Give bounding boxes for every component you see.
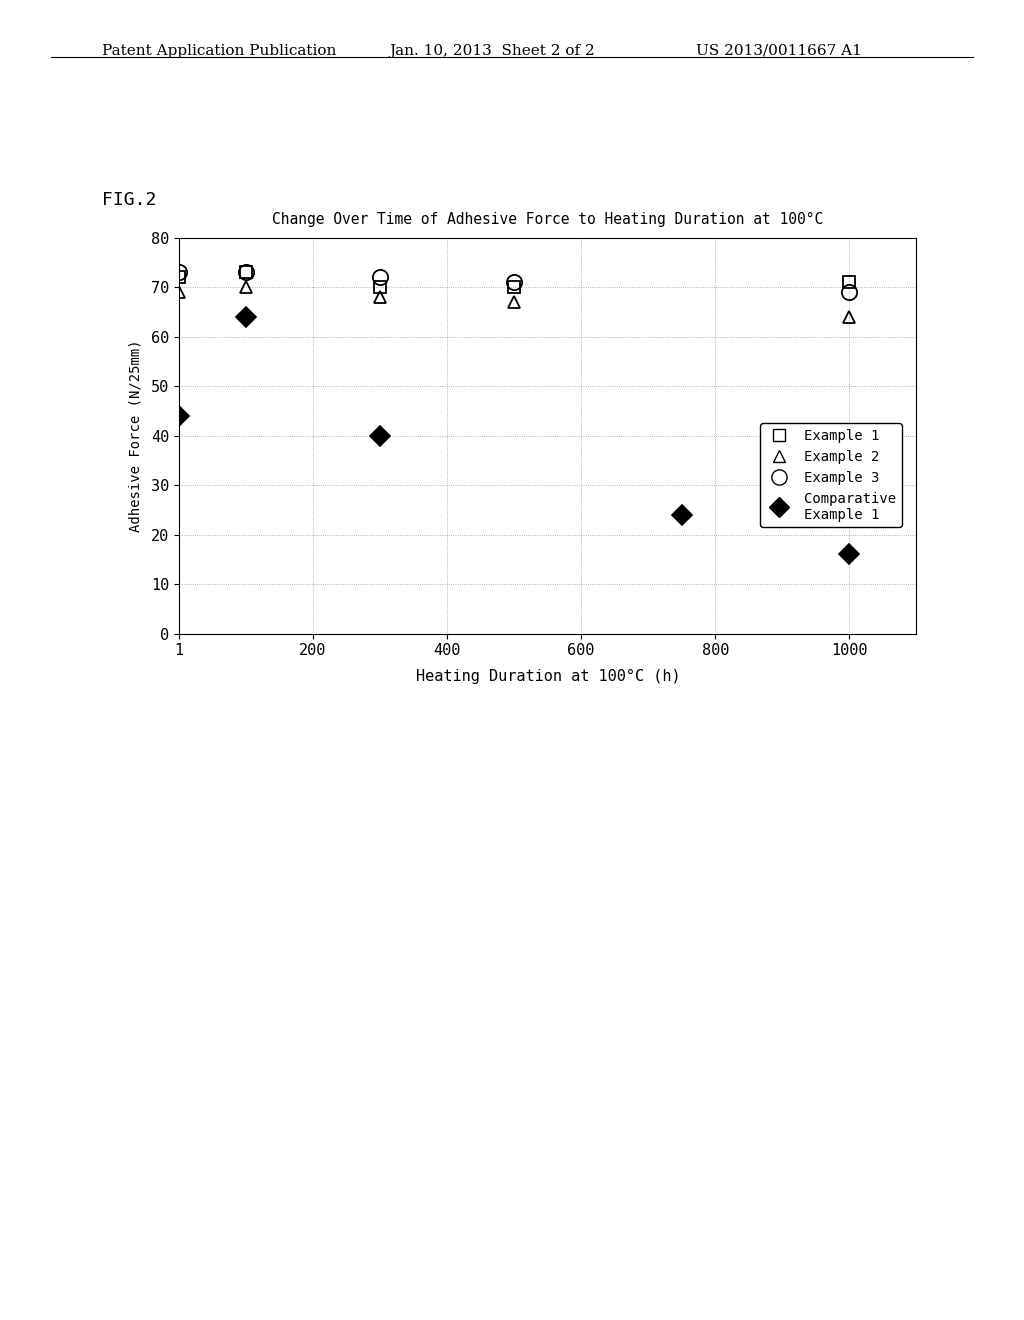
- Text: US 2013/0011667 A1: US 2013/0011667 A1: [696, 44, 862, 58]
- Y-axis label: Adhesive Force (N/25mm): Adhesive Force (N/25mm): [129, 339, 143, 532]
- Title: Change Over Time of Adhesive Force to Heating Duration at 100°C: Change Over Time of Adhesive Force to He…: [272, 211, 823, 227]
- Text: Patent Application Publication: Patent Application Publication: [102, 44, 337, 58]
- Text: FIG.2: FIG.2: [102, 191, 157, 210]
- Text: Jan. 10, 2013  Sheet 2 of 2: Jan. 10, 2013 Sheet 2 of 2: [389, 44, 595, 58]
- Legend: Example 1, Example 2, Example 3, Comparative
Example 1: Example 1, Example 2, Example 3, Compara…: [760, 424, 902, 527]
- X-axis label: Heating Duration at 100°C (h): Heating Duration at 100°C (h): [416, 669, 680, 685]
